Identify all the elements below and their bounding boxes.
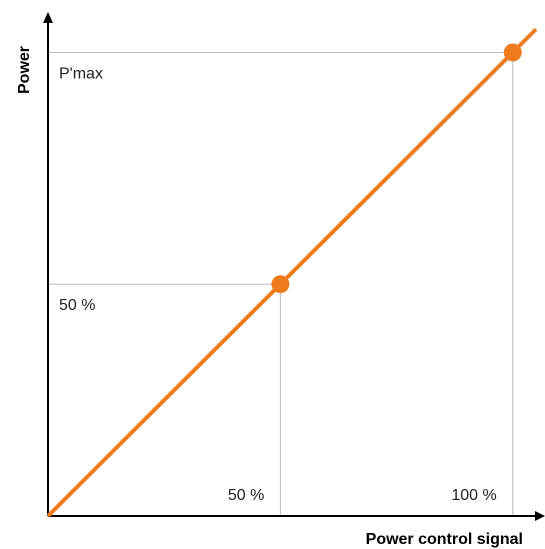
series-layer — [46, 27, 538, 518]
y-tick-label-1: 50 % — [59, 297, 95, 314]
series-line-1 — [46, 27, 538, 518]
data-point-1 — [271, 275, 290, 294]
y-tick-label-2: P'max — [59, 65, 103, 82]
guide-lines — [48, 51, 514, 516]
data-point-2 — [503, 43, 522, 62]
x-axis-title: Power control signal — [366, 531, 523, 548]
y-axis-arrow — [43, 12, 53, 23]
x-tick-label-1: 50 % — [228, 487, 264, 504]
x-axis-arrow — [535, 511, 545, 521]
tick-labels: 50 % 100 % 50 % P'max — [59, 65, 497, 504]
x-tick-label-2: 100 % — [451, 487, 496, 504]
axes — [43, 12, 545, 521]
highlight-points — [271, 43, 522, 294]
y-axis-title: Power — [16, 46, 33, 94]
